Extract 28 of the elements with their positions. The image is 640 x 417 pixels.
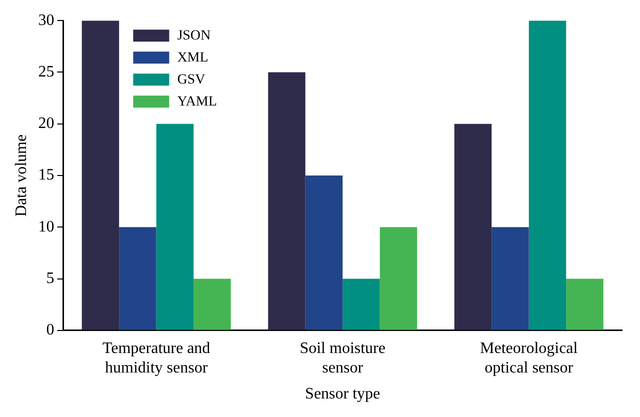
y-tick-label: 0 (46, 322, 54, 339)
y-tick-label: 25 (38, 63, 54, 80)
bar (82, 20, 120, 330)
bar (194, 278, 231, 330)
bar (305, 176, 343, 330)
y-tick-label: 5 (46, 270, 54, 287)
bar (119, 227, 156, 330)
y-tick-label: 20 (38, 115, 54, 132)
y-tick-label: 10 (38, 218, 54, 236)
legend-label: GSV (177, 72, 206, 88)
bar (342, 278, 380, 330)
legend-label: YAML (177, 94, 217, 110)
x-tick-label: Temperature and humidity sensor (102, 340, 210, 376)
bar (268, 72, 306, 330)
legend-label: JSON (177, 28, 211, 44)
x-axis-title: Sensor type (305, 386, 380, 403)
legend-label: XML (177, 50, 208, 66)
bar (380, 227, 418, 330)
bar (156, 124, 194, 330)
x-tick-label: Meteorological optical sensor (480, 340, 578, 376)
bar (528, 20, 566, 330)
x-tick-label: Soil moisture sensor (300, 340, 386, 376)
y-tick-label: 30 (38, 12, 54, 29)
bar (492, 227, 529, 330)
y-tick-label: 15 (38, 166, 54, 184)
bar (566, 278, 604, 330)
y-axis-title: Data volume (12, 134, 30, 217)
bar (454, 124, 492, 330)
